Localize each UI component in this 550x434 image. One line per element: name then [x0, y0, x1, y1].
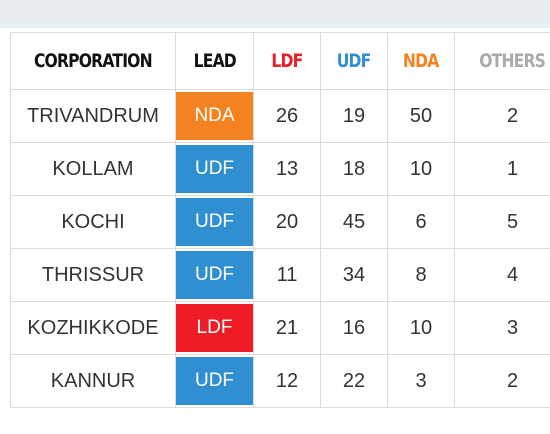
column-header-label: OTHERS [479, 50, 547, 72]
column-header-label: UDF [337, 50, 372, 72]
corporation-name-cell: KANNUR [10, 354, 176, 408]
others-seats-cell: 1 [454, 142, 550, 196]
ldf-seats-cell: 11 [253, 248, 321, 302]
ldf-seats-cell: 26 [253, 89, 321, 143]
table-row: THRISSUR UDF 11 34 8 4 [10, 248, 550, 302]
column-header-udf: UDF [320, 32, 388, 90]
table-body: TRIVANDRUM NDA 26 19 50 2 KOLLAM UDF 13 18 10 1 KOCH… [10, 89, 550, 408]
corporation-name-cell: THRISSUR [10, 248, 176, 302]
udf-seats-cell: 19 [320, 89, 388, 143]
others-seats-cell: 2 [454, 89, 550, 143]
lead-cell: LDF [175, 301, 254, 355]
corporation-name-cell: KOZHIKKODE [10, 301, 176, 355]
lead-badge: UDF [176, 251, 253, 299]
column-header-label: LEAD [193, 50, 236, 72]
corporation-name-cell: KOCHI [10, 195, 176, 249]
results-table-container: CORPORATION LEAD LDF UDF NDA OTHERS TRIVANDRU… [10, 32, 550, 410]
lead-badge: LDF [176, 304, 253, 352]
lead-badge: NDA [176, 92, 253, 140]
nda-seats-cell: 10 [387, 142, 455, 196]
others-seats-cell: 3 [454, 301, 550, 355]
page-bottom [0, 410, 550, 434]
column-header-corporation: CORPORATION [10, 32, 176, 90]
column-header-others: OTHERS [454, 32, 550, 90]
corporation-results-table: CORPORATION LEAD LDF UDF NDA OTHERS TRIVANDRU… [10, 32, 550, 408]
others-seats-cell: 2 [454, 354, 550, 408]
lead-badge: UDF [176, 198, 253, 246]
table-row: KANNUR UDF 12 22 3 2 [10, 354, 550, 408]
ldf-seats-cell: 21 [253, 301, 321, 355]
udf-seats-cell: 45 [320, 195, 388, 249]
corporation-name-cell: TRIVANDRUM [10, 89, 176, 143]
nda-seats-cell: 8 [387, 248, 455, 302]
others-seats-cell: 4 [454, 248, 550, 302]
others-seats-cell: 5 [454, 195, 550, 249]
udf-seats-cell: 34 [320, 248, 388, 302]
lead-badge: UDF [176, 357, 253, 405]
ldf-seats-cell: 12 [253, 354, 321, 408]
udf-seats-cell: 16 [320, 301, 388, 355]
udf-seats-cell: 18 [320, 142, 388, 196]
table-row: TRIVANDRUM NDA 26 19 50 2 [10, 89, 550, 143]
lead-badge: UDF [176, 145, 253, 193]
column-header-label: LDF [271, 50, 303, 72]
ldf-seats-cell: 13 [253, 142, 321, 196]
table-row: KOCHI UDF 20 45 6 5 [10, 195, 550, 249]
corporation-name-cell: KOLLAM [10, 142, 176, 196]
udf-seats-cell: 22 [320, 354, 388, 408]
table-header-row: CORPORATION LEAD LDF UDF NDA OTHERS [10, 32, 550, 90]
table-row: KOZHIKKODE LDF 21 16 10 3 [10, 301, 550, 355]
lead-cell: UDF [175, 248, 254, 302]
column-header-lead: LEAD [175, 32, 254, 90]
lead-cell: UDF [175, 354, 254, 408]
ldf-seats-cell: 20 [253, 195, 321, 249]
nda-seats-cell: 3 [387, 354, 455, 408]
lead-cell: UDF [175, 142, 254, 196]
nda-seats-cell: 50 [387, 89, 455, 143]
column-header-nda: NDA [387, 32, 455, 90]
column-header-label: CORPORATION [34, 50, 153, 72]
nda-seats-cell: 6 [387, 195, 455, 249]
lead-cell: UDF [175, 195, 254, 249]
column-header-label: NDA [403, 50, 439, 72]
top-bar [0, 0, 550, 28]
nda-seats-cell: 10 [387, 301, 455, 355]
column-header-ldf: LDF [253, 32, 321, 90]
table-row: KOLLAM UDF 13 18 10 1 [10, 142, 550, 196]
lead-cell: NDA [175, 89, 254, 143]
